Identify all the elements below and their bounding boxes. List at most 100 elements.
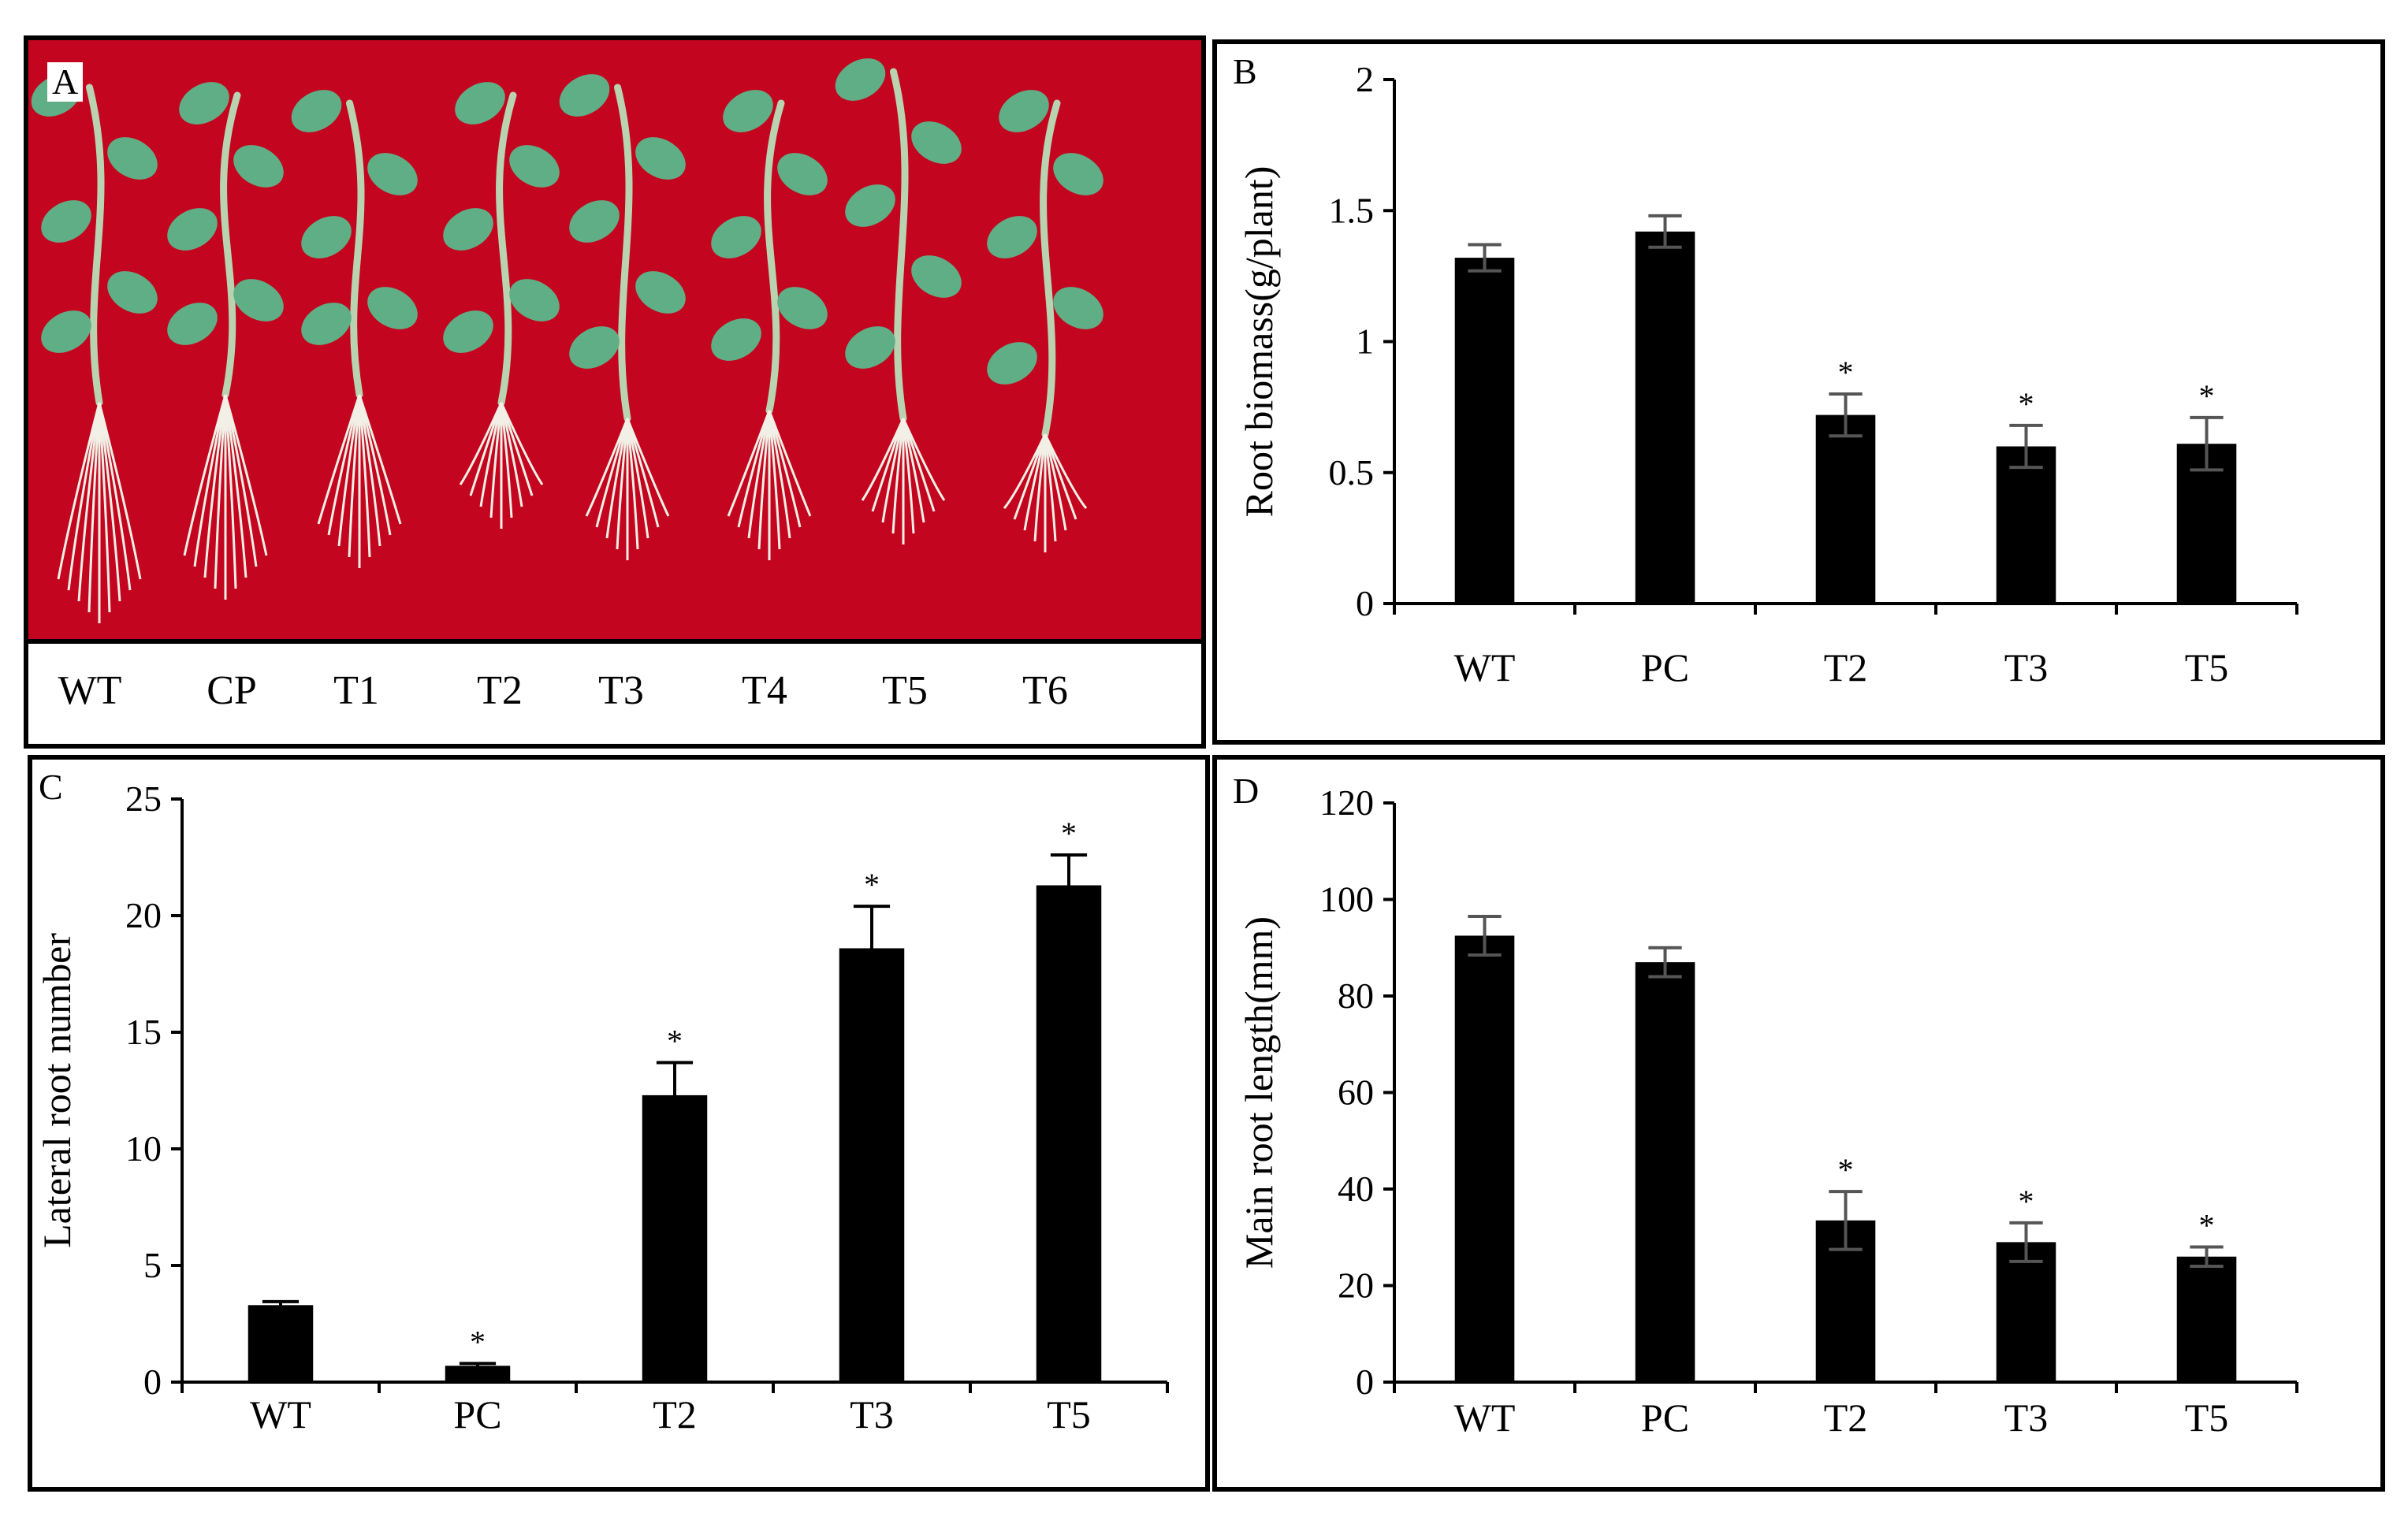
x-tick-label: PC [1641, 1396, 1689, 1440]
y-tick-label: 5 [143, 1245, 162, 1285]
y-axis-label: Lateral root number [35, 933, 79, 1248]
seedling-label: CP [207, 668, 257, 713]
x-tick-label: T5 [2185, 1396, 2229, 1440]
y-tick-label: 2 [1356, 59, 1374, 99]
x-tick-label: T3 [850, 1392, 894, 1436]
error-bar [2009, 423, 2043, 470]
seedling [167, 82, 284, 600]
seedling [835, 58, 962, 544]
y-axis-label: Root biomass(g/plant) [1237, 166, 1281, 518]
y-tick-label: 0 [1356, 583, 1374, 623]
seedling-labels: WT CP T1 T2 T3 T4 T5 T6 [28, 644, 1201, 744]
seedling-label: T3 [598, 668, 644, 713]
y-tick-label: 15 [125, 1012, 162, 1052]
chart-d: D 0 20 40 60 80 100 120 Main root length(mm) WT PC… [1233, 771, 2298, 1440]
error-bar [1468, 243, 1502, 273]
panel-letter: B [1233, 51, 1257, 91]
panel-b: B 0 0.5 1 1.5 2 Root biomass(g/plant) WT PC * T2 * T… [1212, 39, 2385, 745]
error-bar [1648, 946, 1682, 979]
y-tick-label: 10 [125, 1128, 162, 1169]
seedling [559, 74, 686, 560]
seedling [711, 90, 828, 560]
y-tick-label: 1.5 [1329, 190, 1375, 230]
x-tick-label: WT [1454, 645, 1516, 689]
y-tick-label: 80 [1338, 976, 1374, 1016]
panel-a: A WT CP T1 T2 T3 T4 T5 T6 [24, 35, 1206, 749]
significance-mark: * [2199, 378, 2215, 414]
panel-letter-a: A [47, 62, 84, 102]
seedling-illustration [31, 58, 1104, 623]
bar [1635, 962, 1695, 1382]
y-tick-label: 1 [1356, 321, 1374, 362]
y-tick-label: 25 [125, 779, 162, 819]
bar [1996, 1242, 2056, 1382]
error-bar [1050, 853, 1088, 917]
significance-mark: * [864, 867, 880, 902]
bar [642, 1094, 708, 1382]
bar [1815, 414, 1876, 604]
x-tick-label: T3 [2004, 1396, 2049, 1440]
seedling [31, 74, 158, 623]
significance-mark: * [1838, 1152, 1854, 1187]
significance-mark: * [2199, 1208, 2215, 1243]
seedling-photo [28, 40, 1201, 644]
significance-mark: * [1838, 355, 1854, 390]
error-bar [2190, 415, 2224, 472]
bar [839, 948, 905, 1382]
x-tick-label: T5 [1047, 1392, 1091, 1436]
y-tick-label: 60 [1338, 1072, 1374, 1113]
x-tick-label: T5 [2185, 645, 2229, 689]
panel-letter: C [39, 767, 63, 807]
x-tick-label: WT [1454, 1396, 1516, 1440]
y-tick-label: 0 [1356, 1362, 1374, 1402]
x-tick-label: T2 [653, 1392, 697, 1436]
significance-mark: * [667, 1023, 683, 1058]
y-tick-label: 120 [1319, 782, 1374, 823]
error-bar [656, 1061, 694, 1130]
chart-b: B 0 0.5 1 1.5 2 Root biomass(g/plant) WT PC * T2 * T… [1233, 51, 2298, 689]
y-tick-label: 20 [1338, 1265, 1374, 1306]
bar [2176, 1256, 2237, 1382]
panel-letter: D [1233, 771, 1259, 811]
bar [247, 1305, 314, 1382]
seedling [987, 90, 1104, 552]
seedling-label: T4 [742, 668, 787, 713]
x-tick-label: PC [453, 1392, 501, 1436]
x-tick-label: T2 [1824, 645, 1868, 689]
seedling [291, 90, 418, 568]
y-tick-label: 100 [1319, 879, 1374, 920]
x-tick-label: PC [1641, 645, 1689, 689]
bar [1635, 231, 1695, 604]
bar [1454, 258, 1515, 604]
y-tick-label: 40 [1338, 1169, 1374, 1209]
error-bar [1468, 914, 1502, 957]
panel-c: C 0 5 10 15 20 25 Lateral root number WT * PC * T2 * T… [28, 755, 1210, 1492]
seedling-label: T5 [882, 668, 928, 713]
error-bar [459, 1362, 497, 1370]
bar [1996, 446, 2056, 604]
x-tick-label: T2 [1824, 1396, 1868, 1440]
seedling [443, 82, 560, 529]
seedling-label: T1 [333, 668, 379, 713]
panel-d: D 0 20 40 60 80 100 120 Main root length(mm) WT PC… [1212, 755, 2385, 1492]
error-bar [853, 905, 891, 992]
seedling-label: T6 [1022, 668, 1068, 713]
error-bar [2190, 1245, 2224, 1268]
bar [1454, 935, 1515, 1382]
bar [1036, 885, 1102, 1382]
error-bar [1829, 1190, 1863, 1251]
y-axis-label: Main root length(mm) [1237, 916, 1281, 1269]
x-tick-label: T3 [2004, 645, 2049, 689]
seedling-label: T2 [477, 668, 523, 713]
significance-mark: * [2019, 386, 2034, 422]
x-tick-label: WT [250, 1392, 311, 1436]
y-tick-label: 0.5 [1329, 452, 1375, 492]
error-bar [262, 1299, 300, 1310]
y-tick-label: 0 [143, 1362, 162, 1402]
significance-mark: * [2019, 1184, 2034, 1219]
y-tick-label: 20 [125, 895, 162, 935]
error-bar [1648, 214, 1682, 249]
error-bar [1829, 392, 1863, 438]
chart-c: C 0 5 10 15 20 25 Lateral root number WT * PC * T2 * T… [35, 767, 1169, 1436]
error-bar [2009, 1221, 2043, 1263]
